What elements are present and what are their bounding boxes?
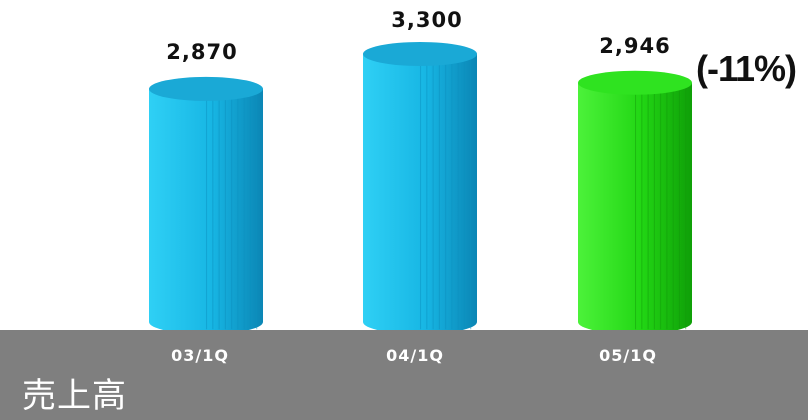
data-label: 2,946 bbox=[599, 34, 671, 58]
bar-05/1Q bbox=[578, 70, 692, 335]
category-label: 04/1Q bbox=[386, 346, 444, 365]
bar-top bbox=[149, 76, 263, 101]
bar-top bbox=[363, 42, 477, 66]
bar-body bbox=[578, 82, 692, 335]
bars-group bbox=[149, 42, 692, 335]
category-label: 05/1Q bbox=[599, 346, 657, 365]
chart-title: 売上高 bbox=[22, 376, 127, 416]
bar-body bbox=[363, 54, 477, 334]
bar-body bbox=[149, 88, 263, 335]
bar-top bbox=[578, 70, 692, 95]
bar-04/1Q bbox=[363, 42, 477, 334]
category-label: 03/1Q bbox=[171, 346, 229, 365]
bar-03/1Q bbox=[149, 76, 263, 335]
footer-band bbox=[0, 330, 808, 420]
data-label: 2,870 bbox=[166, 40, 238, 64]
change-annotation: (-11%) bbox=[696, 48, 797, 89]
data-label: 3,300 bbox=[391, 8, 463, 32]
